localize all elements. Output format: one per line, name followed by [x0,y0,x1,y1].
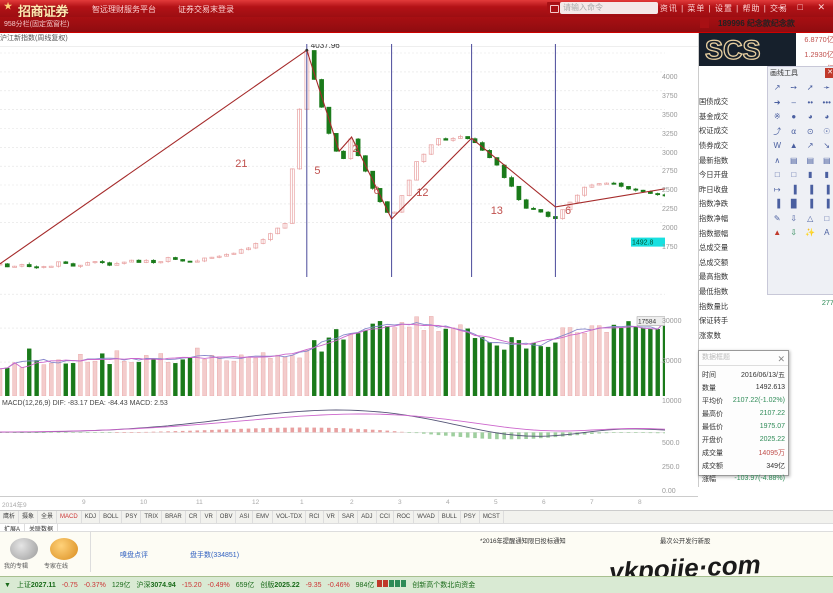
svg-text:SCS: SCS [705,35,761,65]
svg-text:21: 21 [235,158,247,170]
svg-text:5: 5 [314,165,320,177]
svg-text:2: 2 [353,143,359,155]
svg-text:1492.8: 1492.8 [632,239,654,246]
svg-text:13: 13 [491,205,503,217]
svg-text:12: 12 [416,187,428,199]
svg-text:17584: 17584 [638,319,656,326]
svg-text:6: 6 [565,205,571,217]
svg-text:6: 6 [374,185,380,197]
svg-text:4037.96: 4037.96 [311,44,340,50]
